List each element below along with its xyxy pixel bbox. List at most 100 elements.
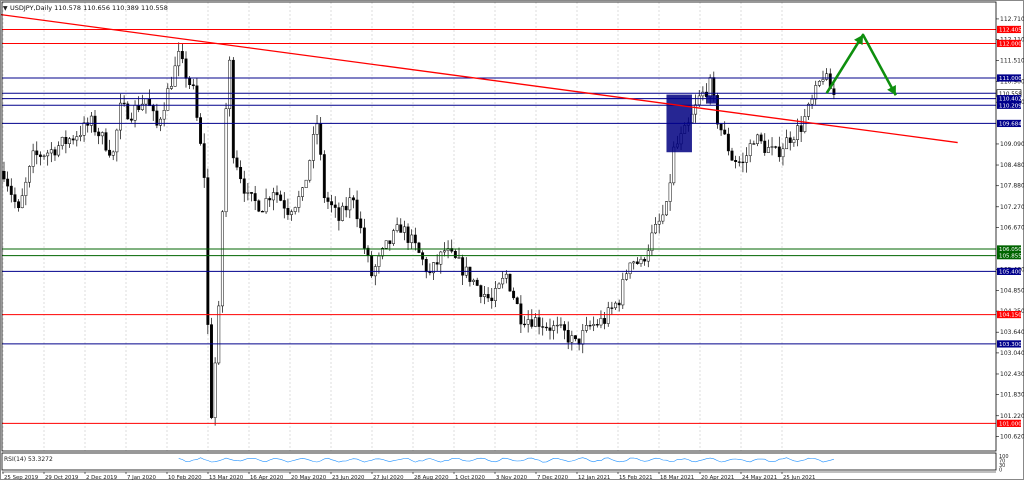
candle-body xyxy=(115,129,119,153)
candle-body xyxy=(457,257,461,259)
date-tick-label: 20 May 2020 xyxy=(291,475,327,480)
candle-body xyxy=(246,192,250,194)
candle-body xyxy=(614,302,617,309)
candle-body xyxy=(548,327,552,331)
candle-body xyxy=(508,273,512,292)
trendline-group[interactable] xyxy=(0,13,958,144)
candle-body xyxy=(406,226,410,243)
rsi-scale-label: 100 xyxy=(999,454,1009,460)
candle-body xyxy=(544,326,548,329)
rsi-label: RSI(14) 53.3272 xyxy=(4,456,53,463)
candle-body xyxy=(64,137,68,144)
candle-body xyxy=(137,105,141,110)
candle-body xyxy=(20,195,24,209)
candle-body xyxy=(624,273,628,280)
candle-body xyxy=(821,79,825,82)
candle-body xyxy=(515,297,519,305)
candle-body xyxy=(483,294,486,297)
candle-body xyxy=(322,154,326,199)
price-tick-label: 103.640 xyxy=(1000,329,1024,336)
candle-body xyxy=(82,122,86,136)
candle-body xyxy=(413,234,417,244)
candle-body xyxy=(6,178,10,187)
level-label-box xyxy=(997,310,1021,319)
candle-body xyxy=(566,330,570,343)
candle-body xyxy=(748,143,752,156)
candle-body xyxy=(315,123,319,135)
horizontal-levels[interactable] xyxy=(2,28,996,424)
candle-body xyxy=(541,326,545,328)
candle-body xyxy=(304,179,308,188)
projection-arrow-group[interactable] xyxy=(825,33,897,96)
candle-body xyxy=(28,166,31,183)
candle-body xyxy=(290,211,294,215)
candle-body xyxy=(301,187,304,197)
candle-body xyxy=(235,157,239,168)
level-label: 110.558 xyxy=(999,91,1022,97)
candle-body xyxy=(359,218,363,229)
candle-body xyxy=(100,132,104,137)
date-axis: 25 Sep 2019 29 Oct 2019 2 Dec 2019 7 Jan 20… xyxy=(2,471,996,480)
level-label: 112.000 xyxy=(999,41,1022,47)
candle-body xyxy=(650,232,654,251)
candle-body xyxy=(592,324,596,326)
candle-body xyxy=(188,78,192,85)
candle-body xyxy=(410,234,414,243)
date-tick-label: 7 Jan 2020 xyxy=(127,475,156,480)
price-tick-label: 107.270 xyxy=(1000,204,1024,211)
candle-body xyxy=(792,139,796,143)
candle-body xyxy=(388,240,392,244)
candle-body xyxy=(712,77,716,96)
candle-body xyxy=(832,88,836,95)
candle-body xyxy=(199,117,203,144)
candle-body xyxy=(825,73,829,80)
candle-body xyxy=(111,151,115,156)
level-label: 105.855 xyxy=(999,254,1022,260)
candle-body xyxy=(439,251,443,265)
candle-body xyxy=(93,115,97,133)
candle-body xyxy=(2,170,6,180)
candle-body xyxy=(68,138,71,144)
candle-body xyxy=(49,149,53,154)
candle-body xyxy=(377,255,381,267)
candle-body xyxy=(810,98,814,105)
date-tick-label: 15 Feb 2021 xyxy=(619,475,653,480)
candle-body xyxy=(151,105,155,112)
candle-body xyxy=(326,197,330,202)
candle-body xyxy=(446,248,450,251)
menu-arrow-icon[interactable]: ▼ xyxy=(3,5,8,12)
candle-body xyxy=(595,324,599,326)
candle-body xyxy=(501,277,505,285)
candle-body xyxy=(38,154,42,157)
candle-body xyxy=(104,132,108,151)
date-tick-label: 23 Jun 2020 xyxy=(332,475,365,480)
candle-body xyxy=(97,131,101,137)
price-tick-label: 103.040 xyxy=(1000,350,1024,357)
rsi-scale-label: 70 xyxy=(999,459,1005,465)
candle-body xyxy=(133,105,137,121)
candle-body xyxy=(424,259,428,273)
candle-body xyxy=(756,134,759,144)
candle-body xyxy=(242,178,246,194)
date-tick-label: 29 Oct 2019 xyxy=(45,475,79,480)
date-tick-label: 28 Aug 2020 xyxy=(414,475,449,480)
candle-body xyxy=(78,135,82,137)
level-label: 101.000 xyxy=(999,421,1022,427)
candle-body xyxy=(173,65,177,87)
candle-body xyxy=(665,201,668,216)
date-tick-label: 2 Dec 2019 xyxy=(86,475,118,480)
candle-body xyxy=(184,58,188,79)
level-label-box xyxy=(997,340,1021,348)
candle-body xyxy=(770,146,774,148)
candle-body xyxy=(228,59,232,109)
level-label-box xyxy=(997,252,1021,260)
candle-body xyxy=(486,294,490,299)
candle-body xyxy=(231,59,235,159)
level-label: 106.050 xyxy=(999,247,1022,253)
level-label: 104.150 xyxy=(999,313,1022,319)
candle-body xyxy=(144,98,148,105)
candle-body xyxy=(384,240,388,249)
candle-body xyxy=(621,279,625,306)
